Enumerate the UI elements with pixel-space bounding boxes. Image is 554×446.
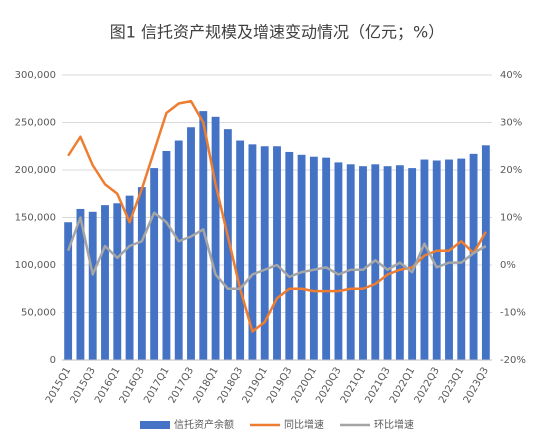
bar — [359, 166, 367, 360]
bar — [174, 140, 183, 360]
bar — [211, 116, 220, 360]
y-tick-label: 50,000 — [21, 308, 56, 319]
y-tick-label: 100,000 — [15, 260, 56, 271]
bar — [445, 159, 453, 360]
bar — [162, 151, 171, 360]
bar — [297, 154, 306, 360]
y2-tick-label: 30% — [500, 118, 522, 129]
line — [66, 211, 487, 290]
bar — [346, 164, 355, 360]
y-tick-label: 0 — [50, 355, 56, 366]
bar — [125, 195, 134, 360]
bar — [223, 129, 232, 360]
legend-label: 信托资产余额 — [174, 418, 234, 431]
bar — [285, 151, 294, 360]
y-tick-label: 150,000 — [15, 213, 56, 224]
y-tick-label: 200,000 — [15, 165, 56, 176]
bar — [150, 168, 159, 360]
bar — [457, 158, 466, 360]
bar — [432, 160, 441, 360]
bar — [273, 146, 281, 360]
bar — [76, 208, 85, 360]
bar — [334, 162, 343, 360]
legend-label: 环比增速 — [374, 418, 414, 431]
y-tick-label: 300,000 — [15, 70, 56, 81]
bar — [248, 144, 257, 360]
bar — [322, 157, 331, 360]
y2-tick-label: -20% — [500, 355, 526, 366]
bar — [64, 222, 73, 360]
bar — [260, 146, 269, 360]
legend-label: 同比增速 — [284, 418, 324, 431]
bar — [137, 187, 146, 360]
bar — [199, 111, 208, 360]
bar — [420, 159, 429, 360]
y2-tick-label: 20% — [500, 165, 522, 176]
y2-tick-label: 0% — [500, 260, 516, 271]
legend-swatch — [140, 421, 170, 429]
bar — [481, 145, 490, 360]
bar — [113, 203, 122, 360]
bar — [187, 127, 195, 360]
chart-title: 图1 信托资产规模及增速变动情况（亿元；%） — [110, 23, 444, 42]
bar — [408, 168, 417, 360]
bar — [309, 156, 318, 360]
bar — [101, 205, 109, 360]
bar — [469, 153, 478, 360]
y2-tick-label: -10% — [500, 308, 526, 319]
bar — [383, 166, 392, 360]
y2-tick-label: 40% — [500, 70, 522, 81]
bar — [236, 140, 245, 360]
y-tick-label: 250,000 — [15, 118, 56, 129]
bar — [88, 211, 97, 360]
bar — [371, 164, 380, 360]
y2-tick-label: 10% — [500, 213, 522, 224]
